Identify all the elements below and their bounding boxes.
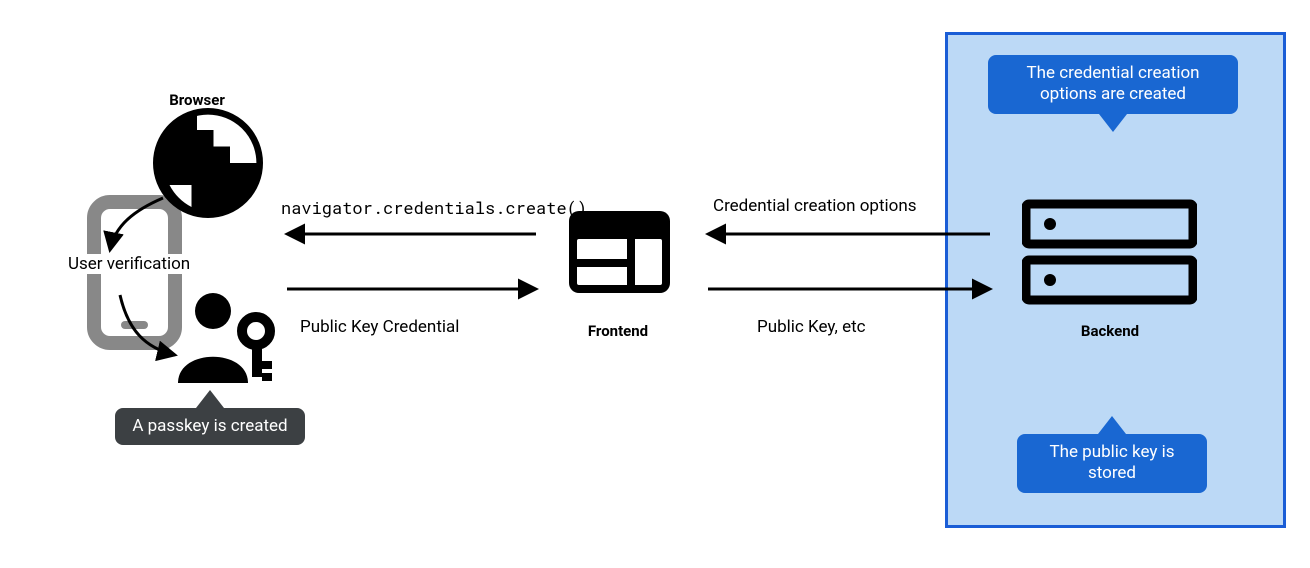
server-icon	[1022, 198, 1197, 308]
user-verification-label: User verification	[66, 254, 192, 274]
passkey-created-callout: A passkey is created	[115, 408, 305, 445]
pubkey-stored-callout: The public key is stored	[1017, 434, 1207, 493]
pubkey-stored-line1: The public key is	[1049, 442, 1174, 462]
backend-label: Backend	[1081, 322, 1139, 340]
globe-icon	[153, 108, 263, 218]
user-key-icon	[168, 283, 278, 383]
options-created-line2: options are created	[1040, 84, 1186, 104]
options-created-callout: The credential creation options are crea…	[988, 55, 1238, 114]
frontend-window-icon	[567, 209, 672, 295]
browser-label: Browser	[169, 91, 225, 109]
frontend-label: Frontend	[588, 322, 648, 340]
public-key-credential-label: Public Key Credential	[300, 317, 459, 337]
public-key-etc-label: Public Key, etc	[757, 317, 866, 337]
credential-options-label: Credential creation options	[713, 196, 917, 216]
nav-create-label: navigator.credentials.create()	[281, 196, 587, 219]
options-created-line1: The credential creation	[1026, 63, 1199, 83]
pubkey-stored-line2: stored	[1088, 463, 1136, 483]
passkey-created-text: A passkey is created	[132, 416, 287, 436]
